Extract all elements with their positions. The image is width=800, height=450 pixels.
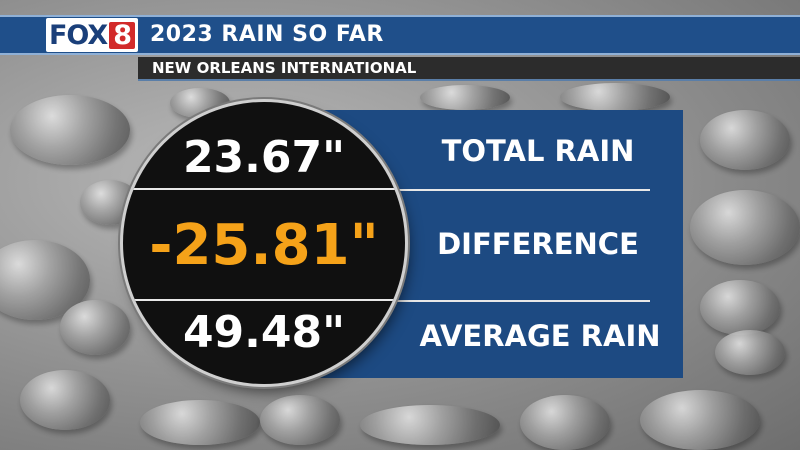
rain-drop	[20, 370, 110, 430]
stat-value-average-rain: 49.48"	[182, 307, 346, 358]
rain-drop	[560, 83, 670, 111]
location-label: NEW ORLEANS INTERNATIONAL	[152, 59, 417, 77]
stat-label-difference: DIFFERENCE	[437, 227, 639, 261]
page-title: 2023 RAIN SO FAR	[150, 22, 384, 47]
rain-drop	[10, 95, 130, 165]
rain-drop	[690, 190, 800, 265]
location-bar: NEW ORLEANS INTERNATIONAL	[138, 57, 800, 81]
divider	[300, 189, 650, 191]
rain-drop	[140, 400, 260, 445]
station-logo: FOX 8	[46, 18, 138, 52]
rain-drop	[520, 395, 610, 450]
rain-drop	[420, 85, 510, 110]
logo-number: 8	[109, 21, 136, 49]
rain-drop	[640, 390, 760, 450]
divider	[123, 188, 405, 190]
divider	[300, 300, 650, 302]
stat-value-difference: -25.81"	[149, 213, 379, 278]
stat-label-total-rain: TOTAL RAIN	[441, 134, 635, 168]
rain-drop	[260, 395, 340, 445]
title-bar: FOX 8 2023 RAIN SO FAR	[0, 15, 800, 55]
stats-circle: 23.67" -25.81" 49.48"	[123, 102, 405, 384]
stat-value-total-rain: 23.67"	[182, 132, 346, 183]
stat-label-average-rain: AVERAGE RAIN	[419, 319, 661, 353]
rain-drop	[360, 405, 500, 445]
rain-drop	[700, 280, 780, 335]
rain-drop	[715, 330, 785, 375]
divider	[123, 299, 405, 301]
logo-text: FOX	[48, 19, 108, 51]
rain-drop	[700, 110, 790, 170]
rain-drop	[60, 300, 130, 355]
